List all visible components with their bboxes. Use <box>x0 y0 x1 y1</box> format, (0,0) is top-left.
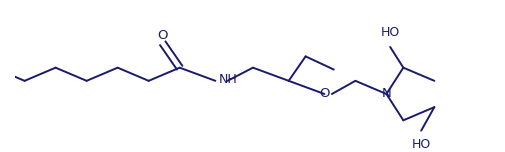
Text: O: O <box>158 29 168 42</box>
Text: HO: HO <box>412 138 431 151</box>
Text: NH: NH <box>219 73 238 86</box>
Text: HO: HO <box>381 26 400 40</box>
Text: N: N <box>382 88 391 100</box>
Text: O: O <box>319 88 330 100</box>
